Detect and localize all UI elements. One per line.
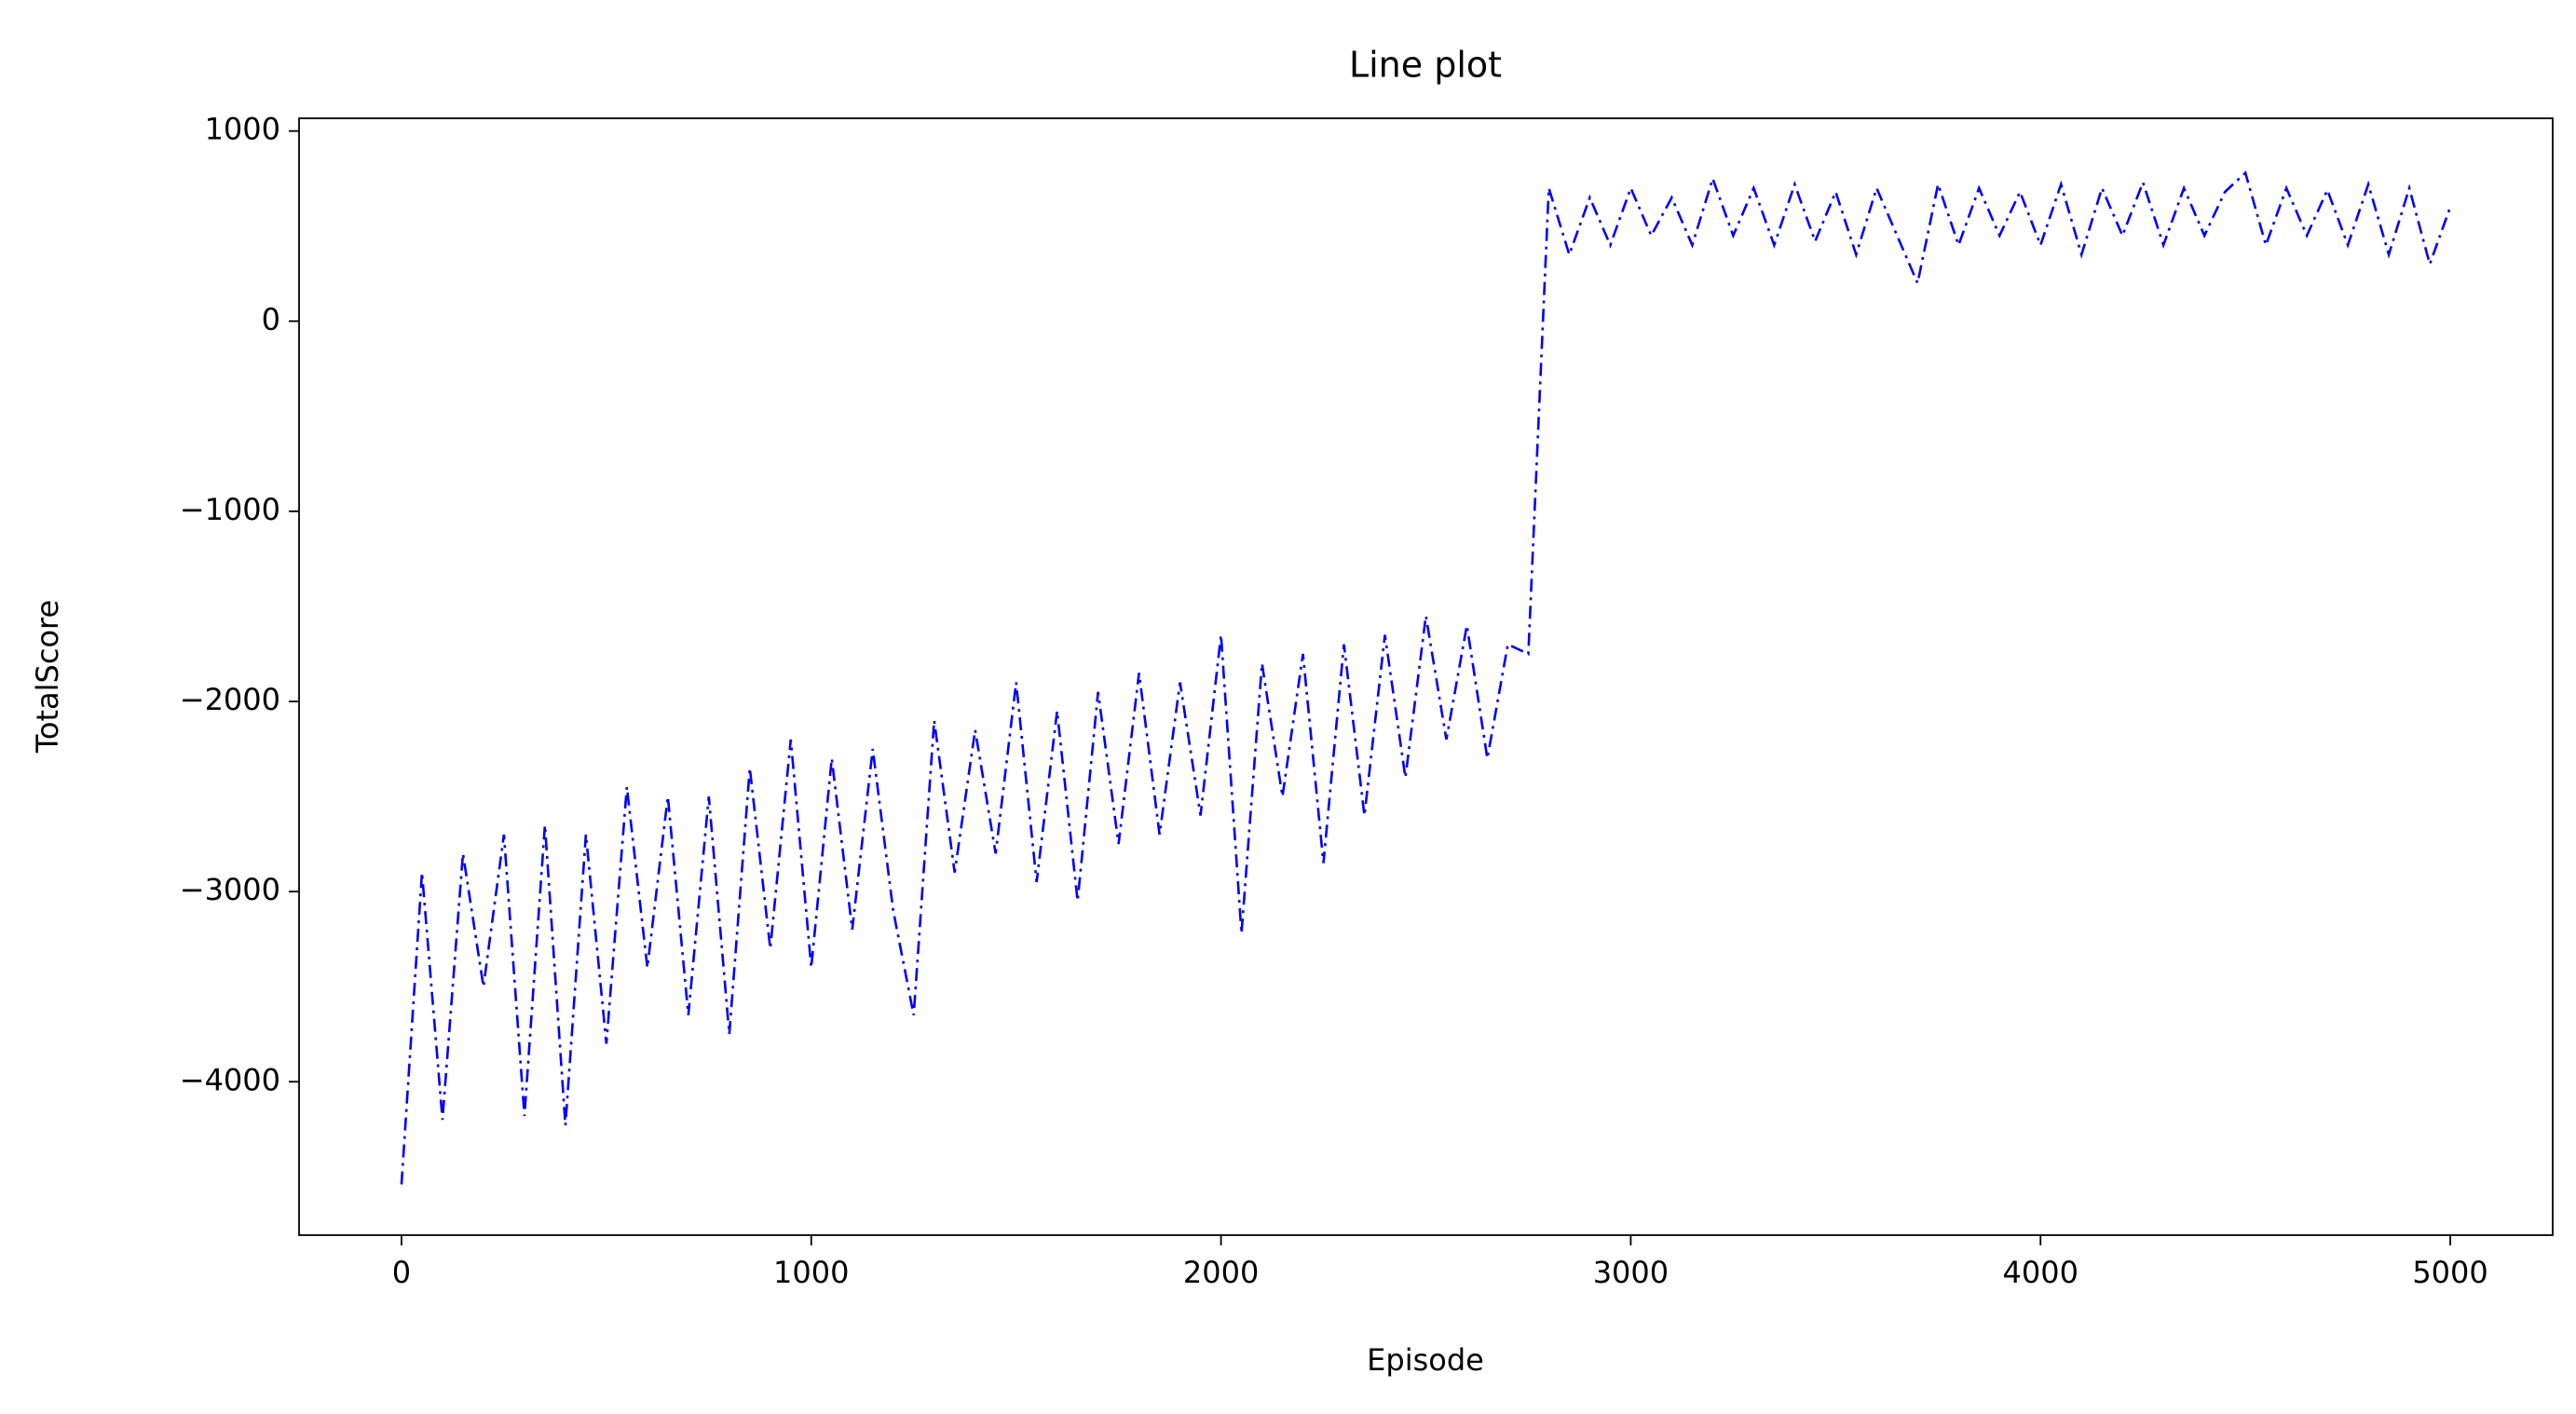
x-tick-label: 5000 xyxy=(2412,1255,2487,1290)
y-tick-label: 1000 xyxy=(205,112,280,147)
x-tick-label: 1000 xyxy=(773,1255,849,1290)
chart-title: Line plot xyxy=(1349,45,1502,86)
x-tick-label: 2000 xyxy=(1183,1255,1259,1290)
line xyxy=(400,170,2452,1185)
y-tick-label: −3000 xyxy=(180,872,280,907)
y-axis-label: TotalScore xyxy=(30,600,65,754)
x-tick-label: 3000 xyxy=(1593,1255,1669,1290)
y-tick-label: −2000 xyxy=(180,682,280,717)
x-tick-label: 0 xyxy=(392,1255,411,1290)
y-tick-label: −1000 xyxy=(180,492,280,527)
plot-frame xyxy=(298,117,2554,1236)
y-tick-label: −4000 xyxy=(180,1062,280,1097)
x-axis-label: Episode xyxy=(1367,1342,1484,1378)
x-tick-label: 4000 xyxy=(2003,1255,2079,1290)
y-tick-label: 0 xyxy=(262,302,280,337)
